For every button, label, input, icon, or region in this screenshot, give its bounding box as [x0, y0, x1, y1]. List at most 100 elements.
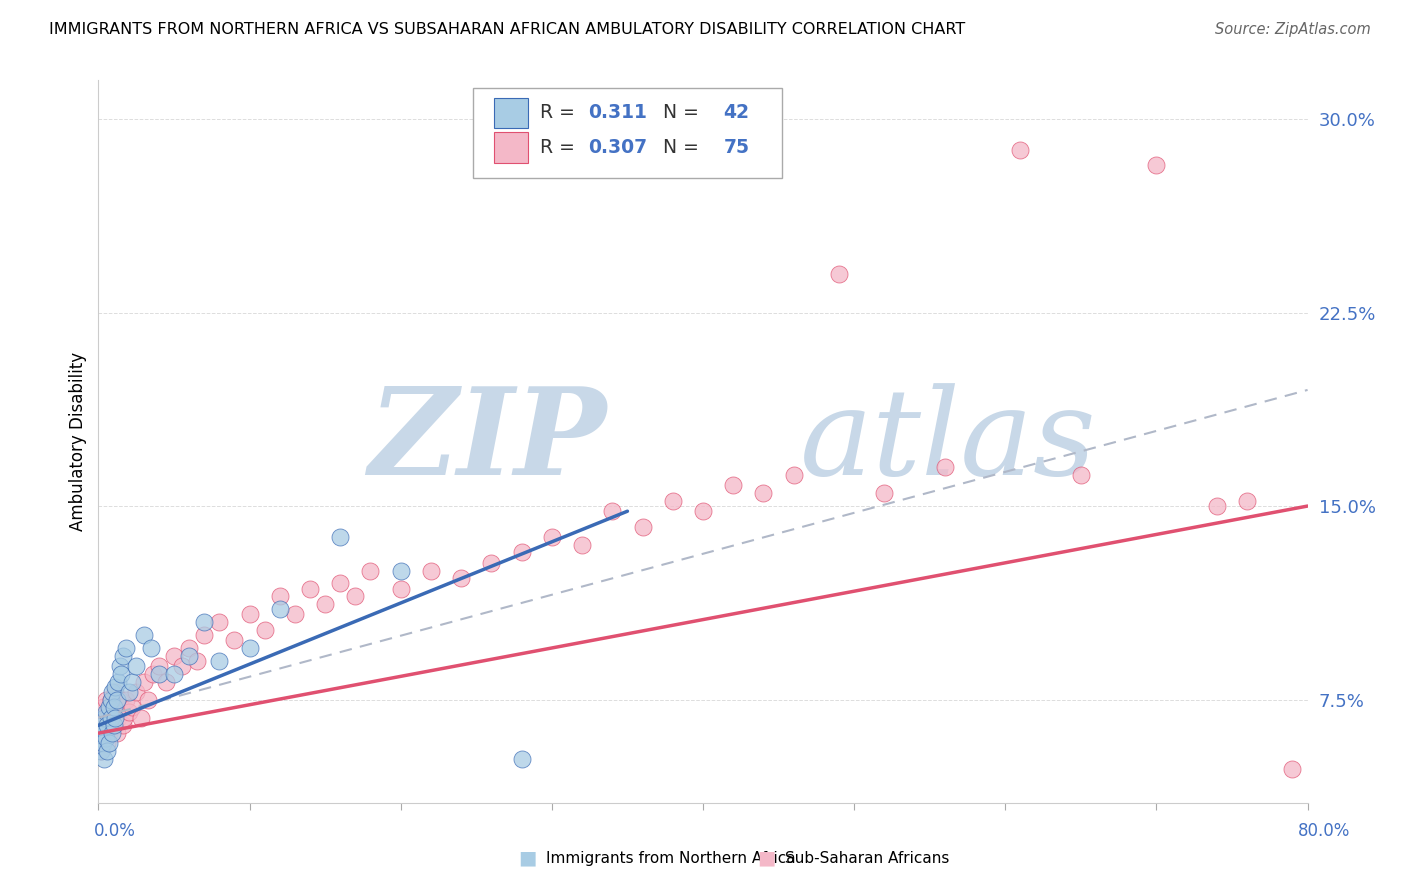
Point: [100, 692, 122, 706]
Point: [360, 564, 382, 578]
Point: [114, 640, 136, 655]
Point: [110, 700, 132, 714]
Point: [132, 674, 155, 689]
Point: [148, 659, 170, 673]
Point: [118, 706, 141, 720]
Point: [103, 700, 125, 714]
Y-axis label: Ambulatory Disability: Ambulatory Disability: [69, 352, 87, 531]
Point: [571, 538, 593, 552]
Point: [91, 718, 114, 732]
Point: [186, 654, 208, 668]
Point: [100, 711, 122, 725]
Point: [155, 674, 177, 689]
Point: [269, 590, 291, 604]
Point: [179, 640, 201, 655]
Point: [269, 602, 291, 616]
Point: [96, 744, 118, 758]
Point: [193, 628, 215, 642]
Point: [104, 680, 127, 694]
Point: [89, 731, 111, 746]
Point: [1281, 762, 1303, 776]
Point: [193, 615, 215, 630]
Point: [389, 564, 412, 578]
Point: [103, 700, 125, 714]
Text: N =: N =: [651, 103, 704, 122]
Point: [510, 752, 533, 766]
Point: [481, 556, 503, 570]
Text: Sub-Saharan Africans: Sub-Saharan Africans: [785, 851, 949, 865]
Point: [104, 685, 127, 699]
Point: [752, 486, 775, 500]
Point: [148, 666, 170, 681]
Text: 75: 75: [724, 138, 749, 157]
Point: [108, 659, 131, 673]
Text: 42: 42: [724, 103, 749, 122]
Point: [96, 718, 118, 732]
Text: R =: R =: [540, 138, 581, 157]
Point: [510, 545, 533, 559]
Point: [107, 674, 129, 689]
Point: [170, 659, 193, 673]
Point: [253, 623, 276, 637]
Point: [111, 648, 134, 663]
Point: [179, 648, 201, 663]
Point: [105, 706, 128, 720]
Text: N =: N =: [651, 138, 704, 157]
Point: [723, 478, 745, 492]
Point: [90, 744, 112, 758]
Text: 0.307: 0.307: [588, 138, 647, 157]
Text: Immigrants from Northern Africa: Immigrants from Northern Africa: [546, 851, 796, 865]
Point: [132, 628, 155, 642]
Point: [121, 674, 143, 689]
Point: [239, 640, 262, 655]
Point: [98, 736, 121, 750]
Text: Source: ZipAtlas.com: Source: ZipAtlas.com: [1215, 22, 1371, 37]
Point: [163, 666, 186, 681]
Point: [142, 666, 165, 681]
Point: [692, 504, 714, 518]
Point: [450, 571, 472, 585]
Point: [105, 726, 128, 740]
Point: [93, 726, 115, 740]
Text: ZIP: ZIP: [368, 383, 606, 500]
Point: [125, 659, 148, 673]
Text: ■: ■: [517, 848, 537, 868]
Point: [873, 486, 896, 500]
Text: atlas: atlas: [800, 383, 1097, 500]
Point: [103, 718, 125, 732]
Point: [1144, 158, 1167, 172]
Point: [89, 718, 111, 732]
Text: 0.311: 0.311: [588, 103, 647, 122]
Point: [93, 711, 115, 725]
Point: [208, 654, 231, 668]
Point: [661, 494, 683, 508]
Point: [828, 267, 851, 281]
Point: [163, 648, 186, 663]
Point: [783, 468, 806, 483]
Point: [118, 685, 141, 699]
Point: [96, 711, 118, 725]
Point: [98, 706, 121, 720]
Point: [129, 711, 152, 725]
Point: [934, 460, 956, 475]
Point: [108, 692, 131, 706]
Point: [389, 582, 412, 596]
Point: [94, 731, 117, 746]
Point: [631, 519, 654, 533]
Point: [208, 615, 231, 630]
Point: [136, 692, 159, 706]
Point: [284, 607, 307, 622]
Text: R =: R =: [540, 103, 581, 122]
Point: [107, 711, 129, 725]
Point: [90, 744, 112, 758]
Point: [114, 692, 136, 706]
Point: [111, 718, 134, 732]
Point: [239, 607, 262, 622]
Point: [1010, 143, 1032, 157]
Point: [299, 582, 322, 596]
Point: [93, 731, 115, 746]
Point: [121, 700, 143, 714]
Text: 80.0%: 80.0%: [1298, 822, 1350, 840]
Point: [91, 700, 114, 714]
Point: [90, 711, 112, 725]
